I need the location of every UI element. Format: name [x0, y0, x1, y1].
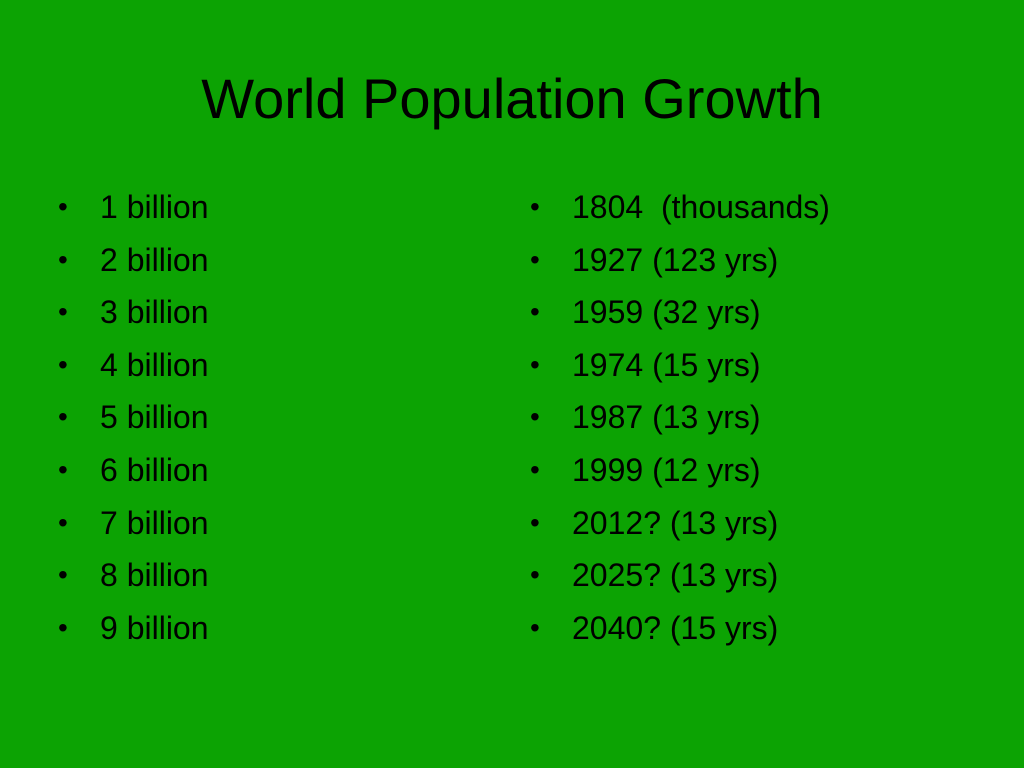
population-milestone: 6 billion	[100, 451, 209, 488]
population-milestone: 1 billion	[100, 189, 209, 225]
list-item: • 2012? (13 yrs)	[530, 500, 1000, 553]
bullet-icon: •	[58, 611, 68, 643]
population-milestone: 9 billion	[100, 609, 209, 646]
bullet-icon: •	[530, 611, 540, 643]
list-item: • 8 billion	[58, 552, 478, 605]
bullet-icon: •	[530, 191, 540, 222]
population-milestones-list: • 1 billion • 2 billion • 3 billion • 4 bill…	[58, 184, 478, 657]
list-item: • 5 billion	[58, 394, 478, 447]
bullet-icon: •	[530, 243, 540, 275]
milestone-year: 2025? (13 yrs)	[572, 557, 779, 594]
milestone-year: 1959 (32 yrs)	[572, 294, 761, 331]
population-milestone: 5 billion	[100, 399, 209, 436]
milestone-year: 1804 (thousands)	[572, 189, 830, 225]
bullet-icon: •	[58, 506, 68, 538]
population-milestone: 4 billion	[100, 346, 209, 383]
list-item: • 1927 (123 yrs)	[530, 237, 1000, 290]
list-item: • 2025? (13 yrs)	[530, 552, 1000, 605]
bullet-icon: •	[58, 243, 68, 275]
list-item: • 1804 (thousands)	[530, 184, 1000, 237]
population-milestone: 2 billion	[100, 241, 209, 278]
bullet-icon: •	[58, 348, 68, 380]
bullet-icon: •	[530, 401, 540, 433]
bullet-icon: •	[530, 348, 540, 380]
milestone-year: 2012? (13 yrs)	[572, 504, 779, 541]
list-item: • 1987 (13 yrs)	[530, 394, 1000, 447]
bullet-icon: •	[58, 296, 68, 328]
milestone-year: 2040? (15 yrs)	[572, 609, 779, 646]
population-milestone: 8 billion	[100, 557, 209, 594]
milestone-year: 1999 (12 yrs)	[572, 451, 761, 488]
list-item: • 9 billion	[58, 605, 478, 658]
list-item: • 7 billion	[58, 500, 478, 553]
bullet-icon: •	[530, 506, 540, 538]
list-item: • 2 billion	[58, 237, 478, 290]
list-item: • 4 billion	[58, 342, 478, 395]
list-item: • 2040? (15 yrs)	[530, 605, 1000, 658]
list-item: • 1959 (32 yrs)	[530, 289, 1000, 342]
bullet-icon: •	[58, 453, 68, 485]
bullet-icon: •	[530, 559, 540, 591]
milestone-year: 1927 (123 yrs)	[572, 241, 779, 278]
slide-title: World Population Growth	[201, 67, 823, 130]
bullet-icon: •	[530, 453, 540, 485]
milestone-year: 1974 (15 yrs)	[572, 346, 761, 383]
population-milestone: 3 billion	[100, 294, 209, 331]
list-item: • 1974 (15 yrs)	[530, 342, 1000, 395]
population-milestone: 7 billion	[100, 504, 209, 541]
list-item: • 6 billion	[58, 447, 478, 500]
bullet-icon: •	[530, 296, 540, 328]
bullet-icon: •	[58, 401, 68, 433]
list-item: • 3 billion	[58, 289, 478, 342]
list-item: • 1 billion	[58, 184, 478, 237]
milestone-year: 1987 (13 yrs)	[572, 399, 761, 436]
list-item: • 1999 (12 yrs)	[530, 447, 1000, 500]
milestone-years-list: • 1804 (thousands) • 1927 (123 yrs) • 1959 …	[530, 184, 1000, 657]
bullet-icon: •	[58, 191, 68, 222]
bullet-icon: •	[58, 559, 68, 591]
